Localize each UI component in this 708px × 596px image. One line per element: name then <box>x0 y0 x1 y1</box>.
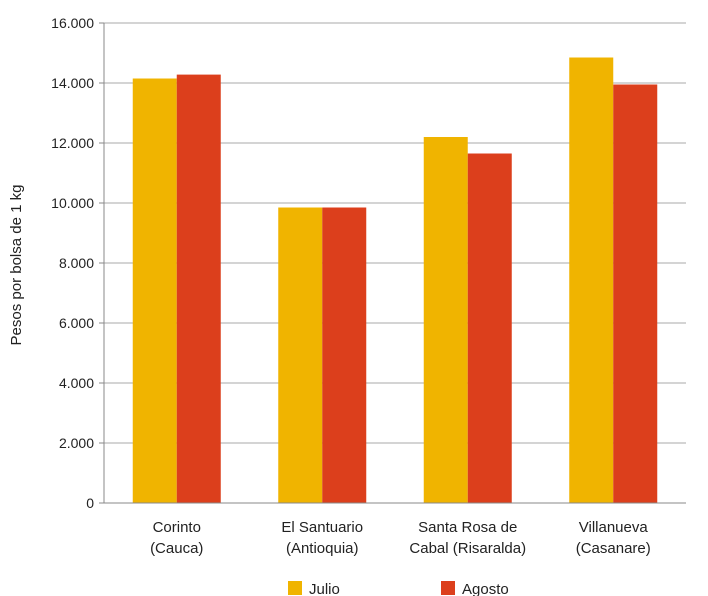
x-category-label: El Santuario <box>281 519 363 536</box>
x-category-label: Corinto <box>153 519 201 536</box>
x-category-label: Villanueva <box>579 519 649 536</box>
x-category-label: (Antioquia) <box>286 540 359 557</box>
bar-julio-3 <box>569 57 614 503</box>
y-axis-ticks: 0 2.000 4.000 6.000 8.000 10.000 12.000 14.000 1… <box>51 15 104 511</box>
bar-julio-0 <box>132 78 177 503</box>
x-category-label: (Cauca) <box>150 540 203 557</box>
axes <box>103 23 686 504</box>
y-tick-label: 8.000 <box>59 255 94 271</box>
legend-swatch-julio <box>288 581 302 595</box>
y-axis-title: Pesos por bolsa de 1 kg <box>8 185 25 346</box>
y-tick-label: 16.000 <box>51 15 94 31</box>
bar-agosto-1 <box>322 207 367 503</box>
x-axis-categories: Corinto (Cauca) El Santuario (Antioquia) San… <box>150 519 651 557</box>
legend: Julio Agosto <box>288 581 509 596</box>
bar-agosto-3 <box>613 84 658 503</box>
y-tick-label: 4.000 <box>59 375 94 391</box>
legend-label-agosto: Agosto <box>462 581 509 596</box>
y-tick-label: 10.000 <box>51 195 94 211</box>
bar-julio-2 <box>423 137 468 503</box>
y-tick-label: 0 <box>86 495 94 511</box>
x-category-label: Cabal (Risaralda) <box>409 540 526 557</box>
y-tick-label: 14.000 <box>51 75 94 91</box>
legend-label-julio: Julio <box>309 581 340 596</box>
x-category-label: (Casanare) <box>576 540 651 557</box>
bar-agosto-2 <box>467 153 512 503</box>
y-tick-label: 12.000 <box>51 135 94 151</box>
y-tick-label: 2.000 <box>59 435 94 451</box>
y-tick-label: 6.000 <box>59 315 94 331</box>
bars <box>132 57 658 503</box>
x-category-label: Santa Rosa de <box>418 519 517 536</box>
legend-swatch-agosto <box>441 581 455 595</box>
bar-julio-1 <box>278 207 323 503</box>
bar-agosto-0 <box>176 74 221 503</box>
